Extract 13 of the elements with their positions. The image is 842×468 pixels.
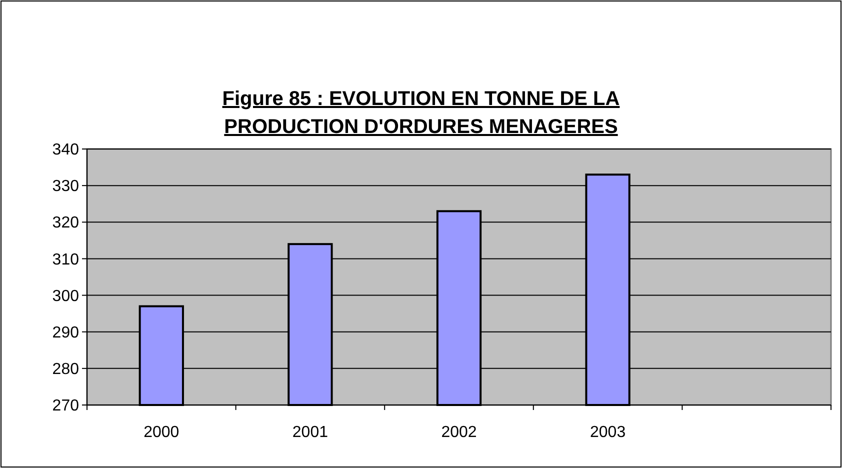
x-tick-label: 2001 <box>292 424 328 441</box>
y-tick-label: 300 <box>52 288 80 305</box>
y-tick-label: 280 <box>52 361 80 378</box>
y-tick-label: 270 <box>52 398 80 415</box>
y-tick-label: 290 <box>52 324 80 342</box>
y-tick-label: 320 <box>52 214 80 232</box>
y-tick-label: 310 <box>52 251 80 268</box>
y-tick-label: 340 <box>52 142 80 159</box>
chart-title: Figure 85 : EVOLUTION EN TONNE DE LA PRODUCTION D'ORDURES MENAGERES <box>222 88 620 138</box>
y-tick-label: 330 <box>52 178 80 196</box>
x-tick-label: 2002 <box>441 424 477 441</box>
x-tick-label: 2003 <box>590 424 626 441</box>
x-tick-label: 2000 <box>144 424 180 441</box>
